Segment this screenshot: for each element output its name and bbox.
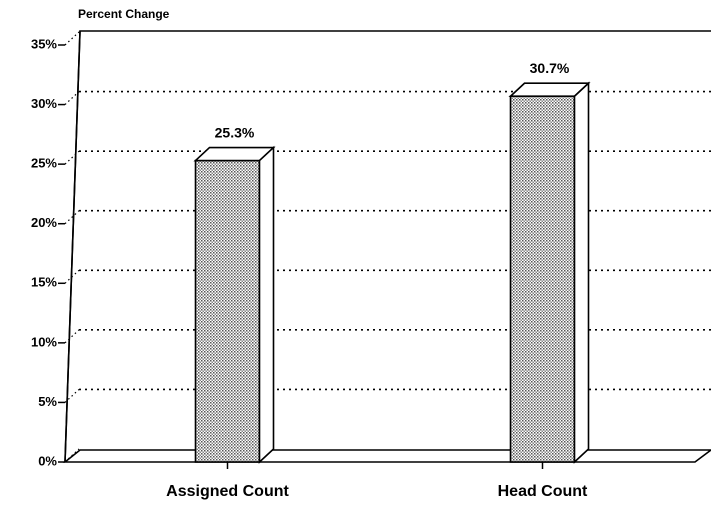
tick-diagonal [64,150,80,165]
x-tick-label: Assigned Count [166,483,289,500]
value-label: 25.3% [215,124,255,140]
tick-diagonal [64,388,80,403]
y-tick-label: 30% [31,96,57,111]
x-tick-label: Head Count [498,483,588,500]
value-label: 30.7% [530,60,570,76]
floor [62,449,711,463]
y-tick-label: 15% [31,275,57,290]
bar [509,95,576,463]
tick-diagonal [64,329,80,344]
back-wall [64,30,711,463]
y-axis-label: Percent Change [78,7,170,21]
y-tick-label: 0% [38,453,57,468]
tick-diagonal [64,448,80,463]
y-tick-label: 5% [38,394,57,409]
bar [194,159,261,463]
tick-diagonal [64,269,80,284]
bar-side [258,145,275,464]
bar-side [573,81,590,464]
y-tick-label: 25% [31,156,57,171]
y-tick-label: 10% [31,334,57,349]
y-axis [64,30,81,463]
tick-diagonal [64,31,80,46]
tick-diagonal [64,210,80,225]
tick-diagonal [64,91,80,106]
y-tick-label: 35% [31,36,57,51]
axes [62,30,711,463]
y-tick-label: 20% [31,215,57,230]
